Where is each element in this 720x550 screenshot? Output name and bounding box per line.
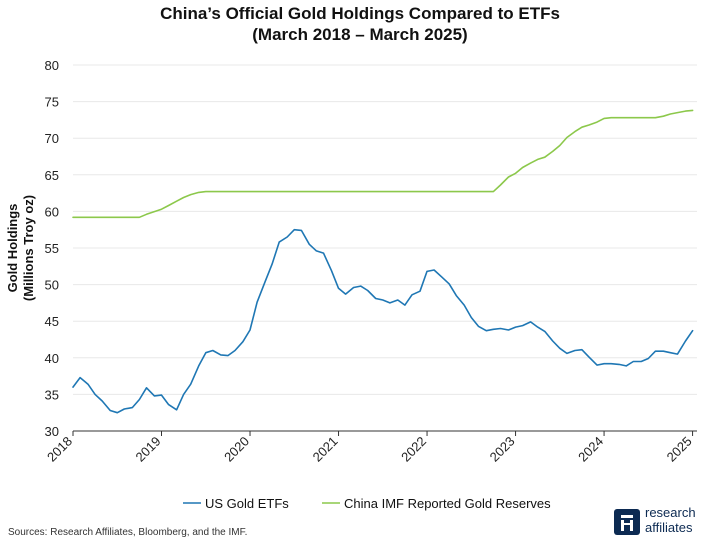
legend-label-china-reserves: China IMF Reported Gold Reserves <box>344 496 551 511</box>
grid <box>73 64 697 395</box>
us-gold-etfs-line <box>72 228 694 414</box>
x-tick-label: 2021 <box>310 434 341 465</box>
x-tick-label: 2022 <box>398 434 429 465</box>
y-tick-label: 65 <box>45 168 59 183</box>
x-tick-label: 2023 <box>487 434 518 465</box>
logo-text-line-1: research <box>645 505 696 520</box>
chart-title-line-2: (March 2018 – March 2025) <box>252 25 467 44</box>
y-axis-label: Gold Holdings (Millions Troy oz) <box>5 195 36 301</box>
legend-label-us-gold-etfs: US Gold ETFs <box>205 496 289 511</box>
logo-text-line-2: affiliates <box>645 520 693 535</box>
y-tick-label: 35 <box>45 387 59 402</box>
china-reserves-line <box>72 109 694 219</box>
source-note: Sources: Research Affiliates, Bloomberg,… <box>8 527 248 538</box>
x-tick-label: 2024 <box>575 434 606 465</box>
legend: US Gold ETFs China IMF Reported Gold Res… <box>183 496 551 511</box>
y-tick-label: 45 <box>45 314 59 329</box>
chart-title-line-1: China’s Official Gold Holdings Compared … <box>160 4 560 23</box>
y-axis-label-line-1: Gold Holdings <box>5 204 20 293</box>
y-tick-label: 30 <box>45 424 59 439</box>
y-tick-label: 70 <box>45 131 59 146</box>
y-axis-label-line-2: (Millions Troy oz) <box>21 195 36 301</box>
y-tick-label: 50 <box>45 278 59 293</box>
y-tick-label: 75 <box>45 95 59 110</box>
y-tick-label: 55 <box>45 241 59 256</box>
logo: research affiliates <box>614 505 714 541</box>
y-tick-label: 60 <box>45 204 59 219</box>
x-tick-label: 2020 <box>221 434 252 465</box>
x-tick-label: 2019 <box>133 434 164 465</box>
y-tick-label: 80 <box>45 58 59 73</box>
y-tick-label: 40 <box>45 351 59 366</box>
research-affiliates-logo-icon <box>614 509 640 535</box>
x-tick-label: 2025 <box>664 434 695 465</box>
series <box>72 109 694 414</box>
logo-text: research affiliates <box>645 505 696 535</box>
